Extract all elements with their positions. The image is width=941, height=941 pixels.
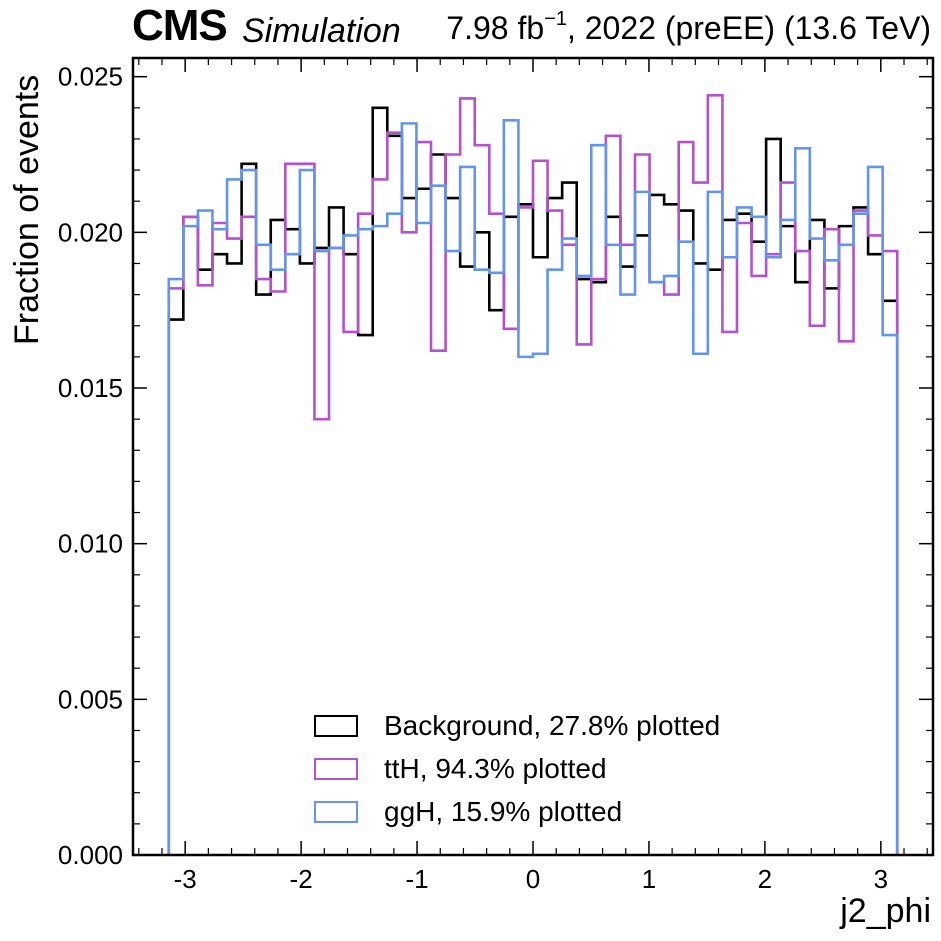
cms-logo: CMS [132,1,228,50]
x-tick-label: -3 [174,864,197,894]
legend-label-ggh: ggH, 15.9% plotted [384,795,623,827]
series-layer [167,94,899,855]
series-line-2 [167,118,899,855]
x-tick-label: -2 [290,864,313,894]
plot-frame [131,56,935,857]
axis-tick-labels: -3 -2 -1 0 1 2 3 0.000 0.005 0.010 0.015 0.020 0.025 [58,62,888,894]
legend-item-ggh: ggH, 15.9% plotted [314,790,720,833]
y-tick-label: 0.010 [58,529,123,559]
x-tick-label: 2 [758,864,772,894]
x-tick-label: 1 [642,864,656,894]
x-tick-label: 0 [526,864,540,894]
legend-item-tth: ttH, 94.3% plotted [314,747,720,790]
lumi-rest: , 2022 (preEE) (13.6 TeV) [566,10,931,46]
legend-swatch-tth [314,757,358,780]
lumi-value: 7.98 fb [446,10,545,46]
lumi-exponent: −1 [544,8,567,30]
y-tick-label: 0.020 [58,217,123,247]
x-axis-label: j2_phi [840,892,931,930]
legend-swatch-ggh [314,800,358,823]
y-axis-label: Fraction of events [8,74,46,345]
legend: Background, 27.8% plotted ttH, 94.3% plo… [314,704,720,833]
y-tick-label: 0.025 [58,62,123,92]
y-tick-label: 0.015 [58,373,123,403]
x-tick-label: 3 [874,864,888,894]
y-tick-label: 0.005 [58,684,123,714]
y-tick-label: 0.000 [58,840,123,870]
legend-label-tth: ttH, 94.3% plotted [384,752,607,784]
legend-swatch-background [314,714,358,737]
legend-label-background: Background, 27.8% plotted [384,709,721,741]
luminosity-label: 7.98 fb−1, 2022 (preEE) (13.6 TeV) [446,9,931,46]
legend-item-background: Background, 27.8% plotted [314,704,720,747]
x-tick-label: -1 [405,864,428,894]
simulation-label: Simulation [242,12,401,50]
